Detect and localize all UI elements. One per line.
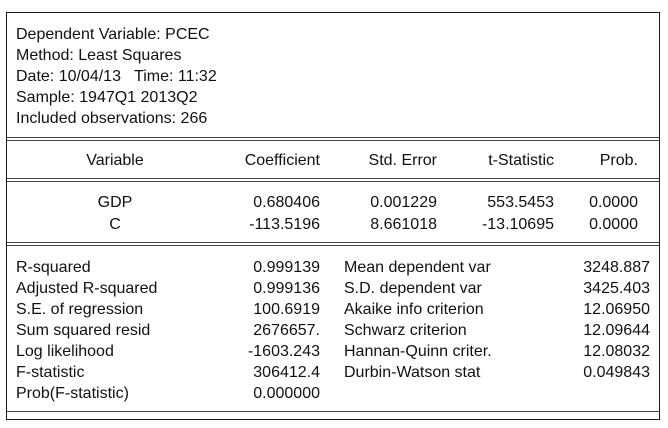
stat-value: 2676657. [253, 322, 320, 339]
separator-line [7, 178, 659, 179]
separator-line [7, 181, 659, 182]
column-header-std-error: Std. Error [368, 152, 437, 169]
stat-value: 0.999139 [253, 259, 320, 276]
stat-value: 0.000000 [253, 385, 320, 402]
stat-label: Prob(F-statistic) [16, 385, 129, 402]
method: Method: Least Squares [16, 47, 182, 64]
stat-value: 100.6919 [253, 301, 320, 318]
table-row-coefficient: 0.680406 [253, 194, 320, 211]
stat-label: Schwarz criterion [344, 322, 467, 339]
column-header-prob: Prob. [599, 152, 638, 169]
stat-value: 12.08032 [583, 343, 650, 360]
table-row-prob: 0.0000 [589, 216, 638, 233]
observations: Included observations: 266 [16, 110, 208, 127]
stat-value: 0.999136 [253, 280, 320, 297]
table-row-std-error: 8.661018 [370, 216, 437, 233]
stat-value: -1603.243 [247, 343, 320, 360]
sample: Sample: 1947Q1 2013Q2 [16, 89, 198, 106]
separator-line [7, 411, 659, 412]
table-row-prob: 0.0000 [589, 194, 638, 211]
column-header-variable: Variable [86, 152, 144, 169]
stat-value: 3248.887 [583, 259, 650, 276]
stat-value: 3425.403 [583, 280, 650, 297]
stat-label: S.D. dependent var [344, 280, 482, 297]
stat-label: S.E. of regression [16, 301, 144, 318]
stat-label: F-statistic [16, 364, 85, 381]
stat-label: Akaike info criterion [344, 301, 484, 318]
stat-value: 12.09644 [583, 322, 650, 339]
table-row-std-error: 0.001229 [370, 194, 437, 211]
separator-line [7, 245, 659, 246]
separator-line [7, 242, 659, 243]
date-time: Date: 10/04/13 Time: 11:32 [16, 68, 217, 85]
regression-output-frame [6, 12, 660, 420]
stat-label: Adjusted R-squared [16, 280, 158, 297]
stat-value: 306412.4 [253, 364, 320, 381]
column-header-t-statistic: t-Statistic [488, 152, 554, 169]
stat-label: Log likelihood [16, 343, 114, 360]
table-row-coefficient: -113.5196 [249, 216, 320, 233]
table-row-variable: C [109, 216, 121, 233]
separator-line [7, 140, 659, 141]
stat-label: Mean dependent var [344, 259, 491, 276]
table-row-variable: GDP [97, 194, 133, 211]
stat-label: Hannan-Quinn criter. [344, 343, 492, 360]
stat-label: Durbin-Watson stat [344, 364, 481, 381]
table-row-t-statistic: -13.10695 [481, 216, 554, 233]
stat-label: R-squared [16, 259, 91, 276]
dependent-variable: Dependent Variable: PCEC [16, 26, 210, 43]
stat-value: 0.049843 [583, 364, 650, 381]
separator-line [7, 137, 659, 138]
table-row-t-statistic: 553.5453 [487, 194, 554, 211]
stat-label: Sum squared resid [16, 322, 151, 339]
column-header-coefficient: Coefficient [244, 152, 320, 169]
stat-value: 12.06950 [583, 301, 650, 318]
